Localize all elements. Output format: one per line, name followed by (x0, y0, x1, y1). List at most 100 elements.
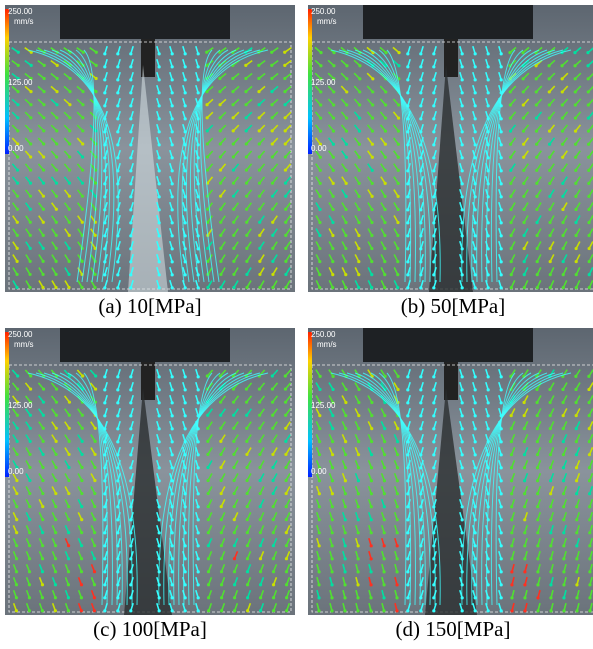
arrow-head (95, 77, 98, 80)
arrow-head (587, 195, 590, 198)
arrow-head (81, 129, 84, 132)
arrow-head (16, 103, 19, 106)
arrow-head (207, 518, 210, 521)
nozzle-body (363, 328, 533, 362)
arrow-head (522, 103, 525, 106)
arrow-head (371, 77, 374, 80)
arrow-head (259, 544, 262, 547)
arrow-head (343, 570, 346, 573)
arrow-head (575, 440, 578, 443)
arrow-head (345, 116, 348, 119)
arrow-head (575, 427, 578, 430)
arrow-head (55, 103, 58, 106)
arrow-head (358, 182, 361, 185)
arrow-head (158, 453, 161, 456)
nozzle-body (363, 5, 533, 39)
arrow-head (197, 479, 200, 482)
arrow-head (54, 466, 57, 469)
arrow-head (42, 208, 45, 211)
arrow-head (384, 51, 387, 54)
arrow-head (419, 427, 422, 430)
arrow-head (28, 286, 31, 289)
arrow-head (184, 570, 187, 573)
arrow-head (500, 440, 503, 443)
arrow-head (474, 388, 477, 391)
arrow-head (344, 479, 347, 482)
arrow-head (345, 169, 348, 172)
arrow-head (419, 414, 422, 417)
arrow-head (536, 440, 539, 443)
arrow-head (206, 414, 209, 417)
arrow-head (474, 453, 477, 456)
arrow-head (319, 64, 322, 67)
arrow-head (345, 130, 348, 133)
arrow-head (16, 260, 19, 263)
arrow-head (370, 273, 373, 276)
arrow-head (406, 78, 409, 81)
arrow-head (93, 609, 96, 612)
arrow-head (500, 273, 503, 276)
arrow-head (510, 544, 513, 547)
arrow-head (271, 374, 274, 377)
arrow-head (41, 479, 44, 482)
arrow-head (419, 104, 422, 107)
arrow-head (332, 116, 335, 119)
arrow-head (318, 557, 321, 560)
arrow-head (500, 221, 503, 224)
arrow-head (371, 103, 374, 106)
arrow-head (382, 583, 385, 586)
arrow-head (42, 234, 45, 237)
arrow-head (318, 286, 321, 289)
arrow-head (245, 453, 248, 456)
arrow-head (233, 492, 236, 495)
arrow-head (285, 505, 288, 508)
arrow-head (197, 557, 200, 560)
arrow-head (116, 65, 119, 68)
arrow-head (487, 401, 490, 404)
arrow-head (509, 195, 512, 198)
arrow-head (461, 91, 464, 94)
arrow-head (383, 440, 386, 443)
arrow-head (500, 518, 503, 521)
arrow-head (461, 453, 464, 456)
arrow-head (461, 286, 464, 289)
arrow-head (42, 182, 45, 185)
arrow-head (575, 453, 578, 456)
arrow-head (207, 596, 210, 599)
arrow-head (129, 440, 132, 443)
arrow-head (575, 414, 578, 417)
arrow-head (461, 466, 464, 469)
arrow-head (258, 387, 261, 390)
arrow-head (245, 466, 248, 469)
arrow-head (406, 260, 409, 263)
arrow-head (330, 583, 333, 586)
arrow-head (548, 90, 551, 93)
arrow-head (396, 466, 399, 469)
arrow-head (258, 195, 261, 198)
arrow-head (344, 273, 347, 276)
arrow-head (561, 182, 564, 185)
arrow-head (500, 388, 503, 391)
arrow-head (319, 156, 322, 159)
arrow-head (549, 505, 552, 508)
arrow-head (15, 505, 18, 508)
arrow-head (54, 518, 57, 521)
arrow-head (331, 195, 334, 198)
arrow-head (28, 492, 31, 495)
arrow-head (562, 609, 565, 612)
arrow-head (562, 557, 565, 560)
arrow-head (522, 208, 525, 211)
arrow-head (80, 453, 83, 456)
arrow-head (344, 518, 347, 521)
arrow-head (28, 466, 31, 469)
arrow-head (231, 90, 234, 93)
arrow-head (396, 247, 399, 250)
arrow-head (68, 427, 71, 430)
figure-canvas: 250.00mm/s125.000.00(a) 10[MPa]250.00mm/… (0, 0, 593, 649)
arrow-head (55, 247, 58, 250)
arrow-head (67, 544, 70, 547)
arrow-head (219, 247, 222, 250)
arrow-head (574, 388, 577, 391)
arrow-head (116, 104, 119, 107)
arrow-head (81, 142, 84, 145)
